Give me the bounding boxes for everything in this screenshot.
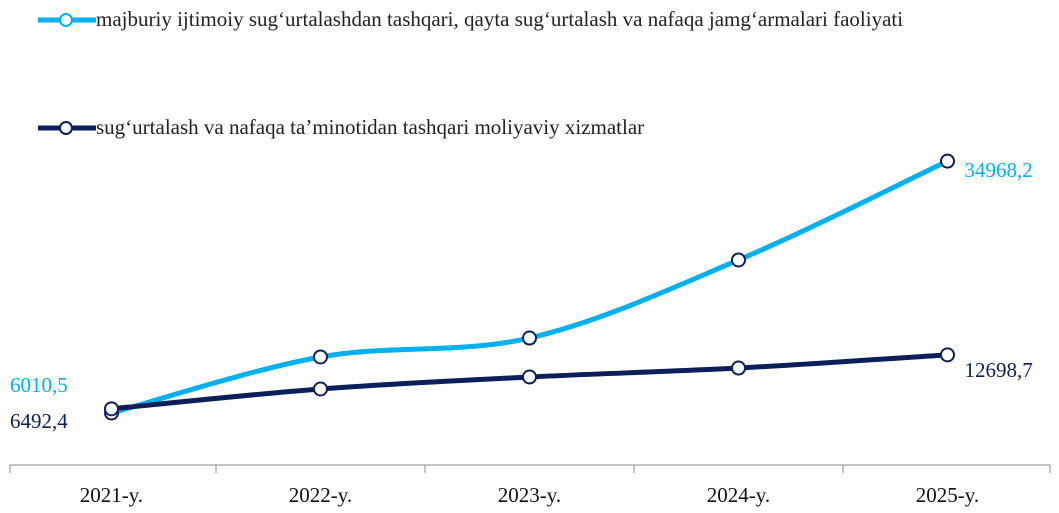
legend-marker [59, 13, 73, 27]
x-tick-label: 2021-y. [80, 483, 143, 507]
data-point [104, 401, 119, 417]
legend-label: majburiy ijtimoiy sug‘urtalashdan tashqa… [96, 7, 904, 31]
data-point [731, 252, 746, 268]
data-label: 34968,2 [965, 158, 1033, 182]
data-point [313, 381, 328, 397]
data-point [522, 369, 537, 385]
legend-label: sug‘urtalash va nafaqa ta’minotidan tash… [96, 115, 645, 139]
data-label: 6492,4 [10, 409, 68, 433]
x-tick-label: 2024-y. [707, 483, 770, 507]
x-tick-label: 2022-y. [289, 483, 352, 507]
data-label: 12698,7 [965, 358, 1033, 382]
data-point [313, 349, 328, 365]
legend-marker [59, 121, 73, 135]
data-point [731, 360, 746, 376]
x-tick-label: 2025-y. [916, 483, 979, 507]
data-point [522, 330, 537, 346]
data-point [940, 347, 955, 363]
data-point [940, 153, 955, 169]
x-tick-label: 2023-y. [498, 483, 561, 507]
data-label: 6010,5 [10, 373, 68, 397]
